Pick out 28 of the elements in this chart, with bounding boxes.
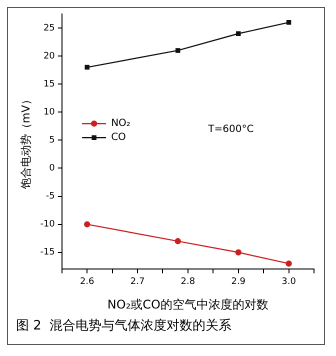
legend-label: NO₂ [111, 118, 130, 130]
point [174, 238, 181, 244]
point [84, 221, 90, 228]
x-tick-label: 3.0 [282, 276, 296, 287]
y-tick-label: 15 [43, 79, 55, 90]
y-tick-label: 0 [49, 164, 56, 174]
y-tick-label: 25 [43, 23, 55, 34]
y-axis-title: 饱合电动势（mV） [19, 94, 32, 190]
point [286, 260, 292, 267]
y-tick-label: -15 [40, 248, 55, 258]
x-tick-label: 2.8 [180, 276, 196, 287]
y-tick-label: 5 [49, 136, 55, 146]
point [235, 249, 242, 256]
annotation: T=600°C [207, 124, 254, 136]
x-tick-label: 2.7 [130, 276, 145, 287]
x-tick-label: 2.6 [80, 276, 95, 287]
y-tick-label: -5 [46, 192, 55, 202]
point [236, 31, 241, 36]
legend-label: CO [111, 132, 126, 144]
point [84, 64, 90, 70]
x-axis-title: NO₂或CO的空气中浓度的对数 [107, 297, 268, 312]
y-tick-label: 10 [43, 108, 56, 118]
point [286, 20, 292, 25]
point [176, 48, 180, 53]
x-tick-label: 2.9 [231, 276, 246, 287]
y-tick-label: -10 [40, 220, 56, 230]
y-tick-label: 20 [43, 51, 56, 62]
text: 图 2 混合电势与气体浓度对数的关系 [16, 318, 232, 334]
